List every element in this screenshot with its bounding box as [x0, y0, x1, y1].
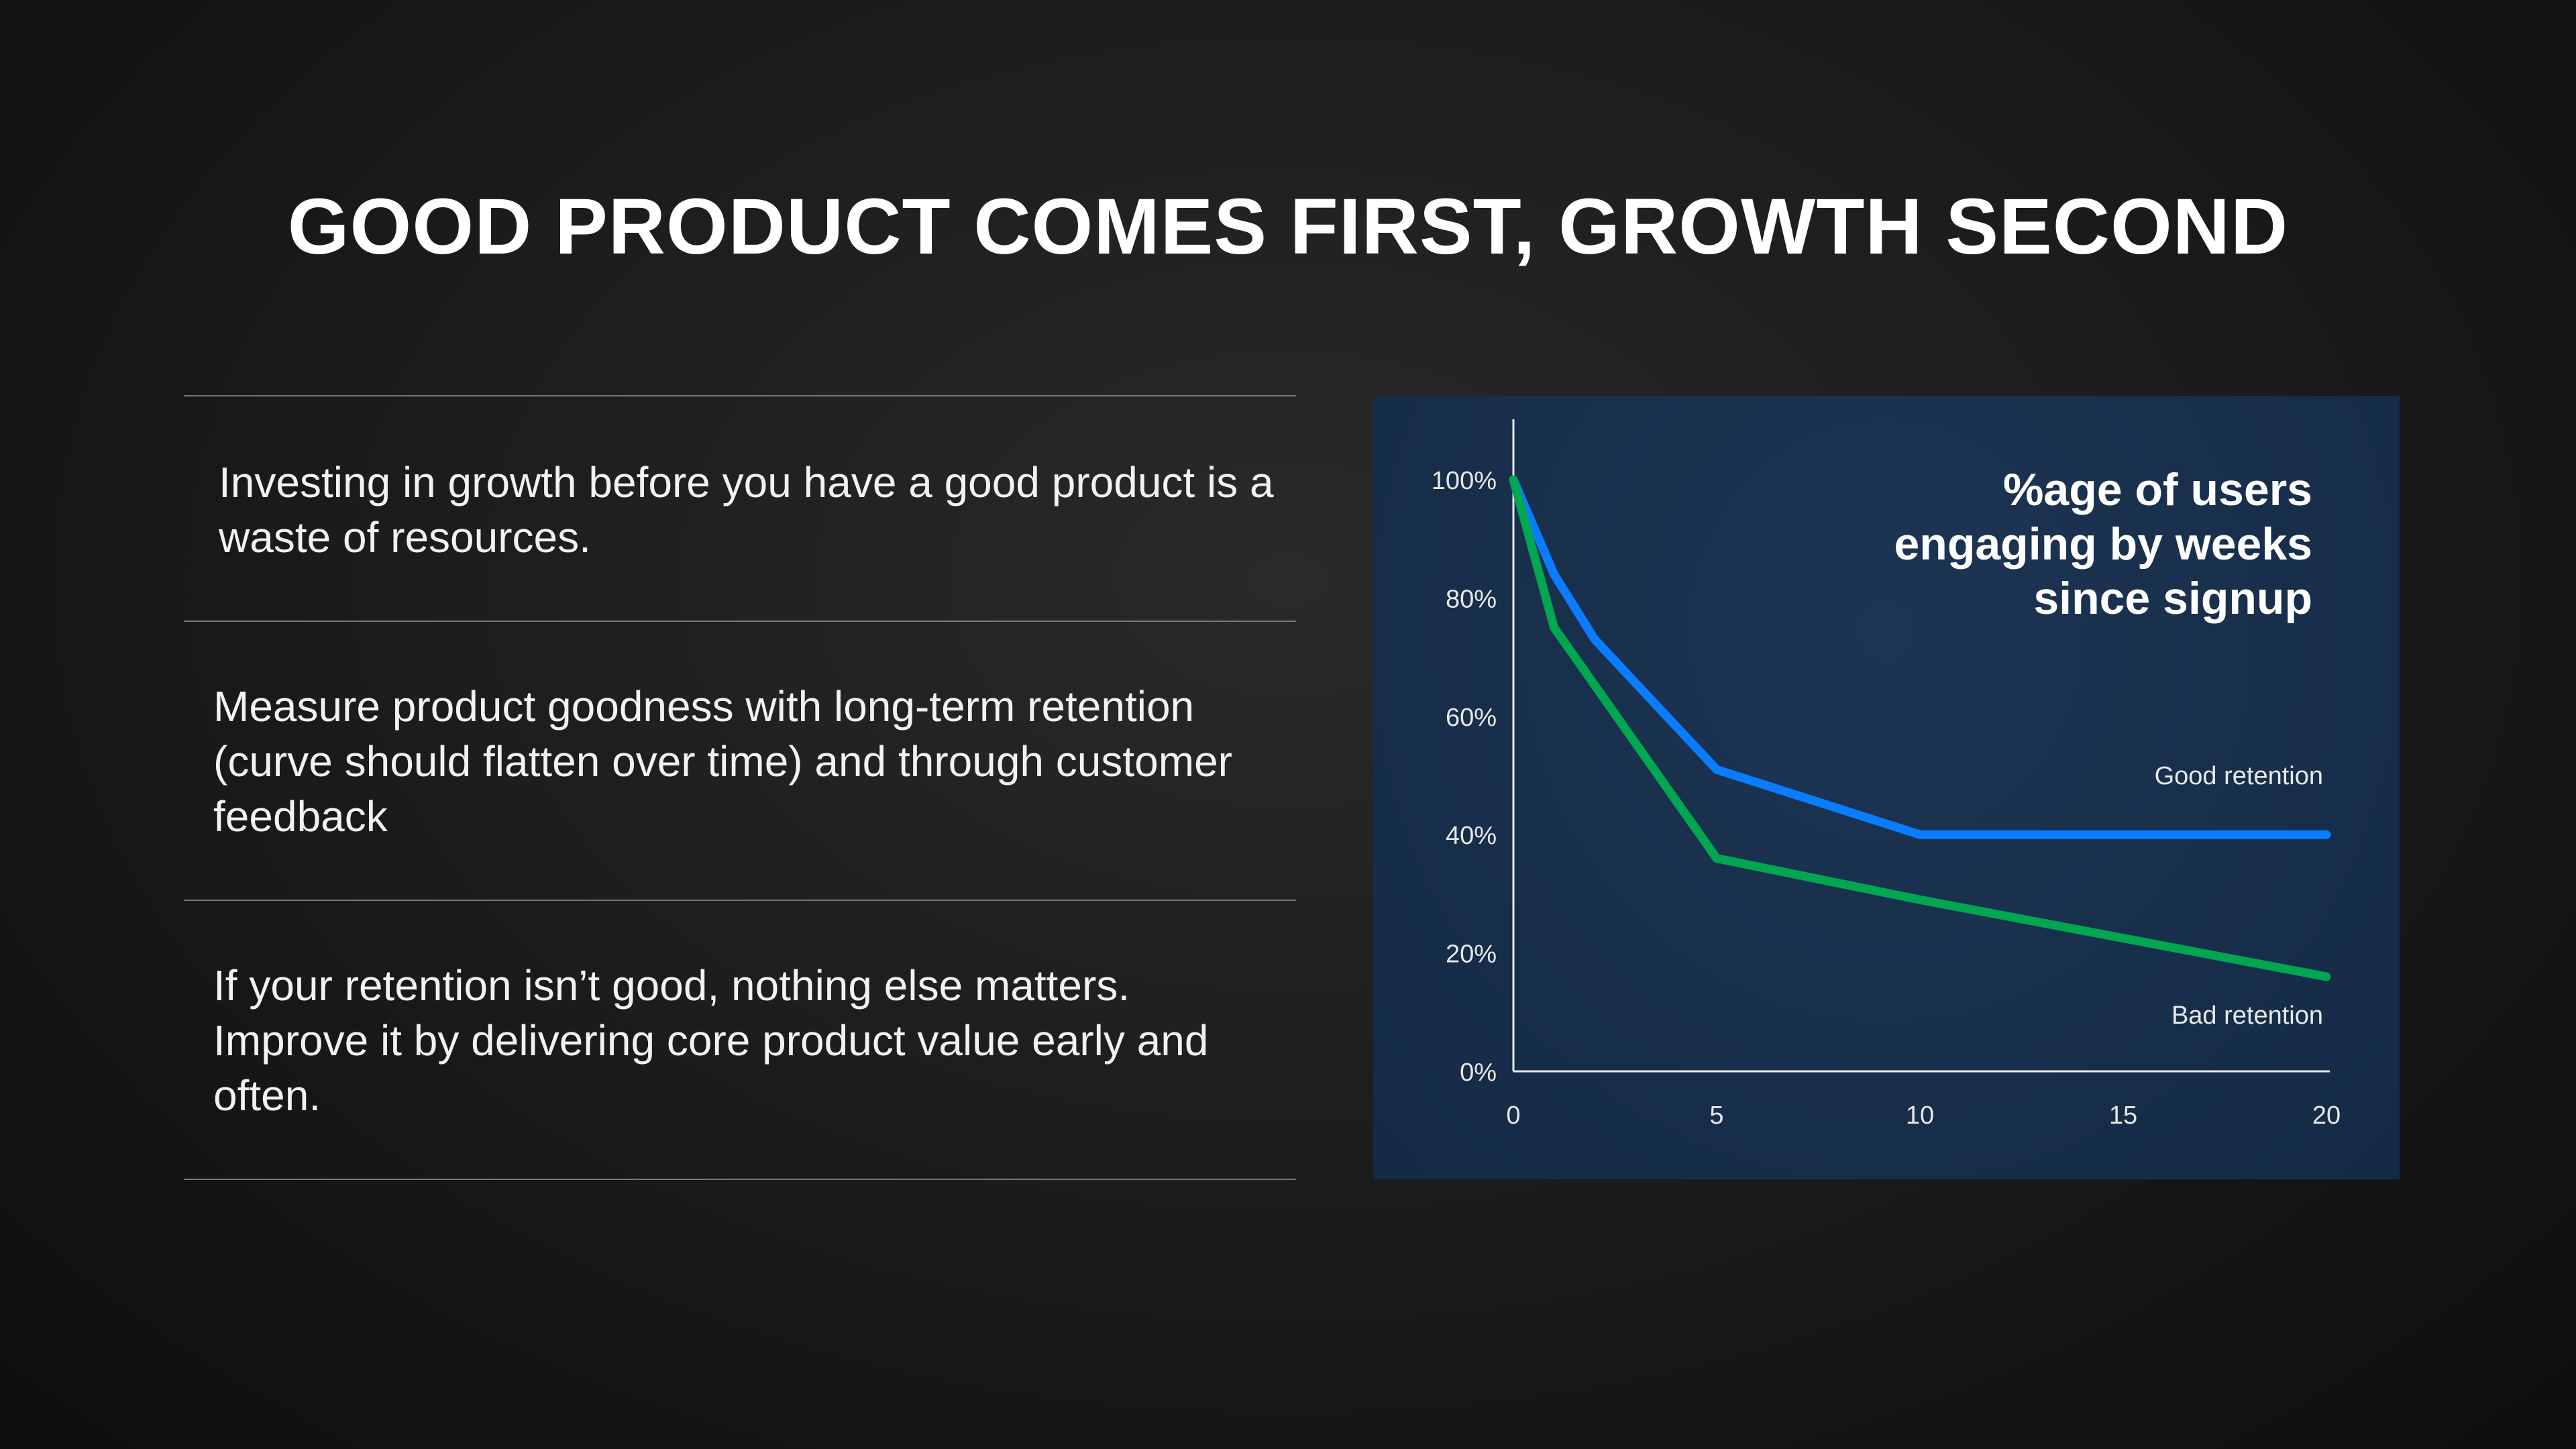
- divider: [184, 621, 1296, 622]
- y-tick-label: 0%: [1460, 1059, 1497, 1087]
- slide-title: GOOD PRODUCT COMES FIRST, GROWTH SECOND: [287, 182, 2289, 271]
- x-tick-label: 10: [1906, 1102, 1934, 1130]
- bad-retention-line: [1509, 475, 2331, 981]
- chart-title-line: engaging by weeks: [1894, 519, 2312, 570]
- series-label: Good retention: [2155, 762, 2323, 790]
- good-retention-line: [1509, 475, 2331, 839]
- divider: [184, 1179, 1296, 1180]
- bullet-point: Investing in growth before you have a go…: [219, 458, 1274, 561]
- chart-title-line: %age of users: [2002, 464, 2312, 515]
- chart-canvas: 0% 20% 40% 60% 80% 100% 0 5 10 15 20 Good retention…: [1432, 419, 2341, 1130]
- y-tick-label: 100%: [1432, 467, 1497, 495]
- y-tick-label: 60%: [1446, 704, 1497, 732]
- series-label: Bad retention: [2171, 1002, 2323, 1030]
- x-tick-label: 20: [2312, 1102, 2341, 1130]
- bullet-point: Measure product goodness with long-term …: [213, 682, 1232, 841]
- x-tick-label: 15: [2109, 1102, 2137, 1130]
- x-tick-label: 0: [1506, 1102, 1520, 1130]
- retention-chart: 0% 20% 40% 60% 80% 100% 0 5 10 15 20 Good retention…: [1373, 396, 2400, 1179]
- chart-title: %age of users engaging by weeks since si…: [1894, 463, 2312, 626]
- x-tick-label: 5: [1709, 1102, 1723, 1130]
- divider: [184, 900, 1296, 901]
- chart-title-line: since signup: [2033, 573, 2312, 624]
- y-tick-label: 40%: [1446, 822, 1497, 850]
- y-tick-label: 20%: [1446, 941, 1497, 969]
- y-tick-label: 80%: [1446, 585, 1497, 613]
- bullet-point: If your retention isn’t good, nothing el…: [213, 961, 1209, 1120]
- divider: [184, 395, 1296, 396]
